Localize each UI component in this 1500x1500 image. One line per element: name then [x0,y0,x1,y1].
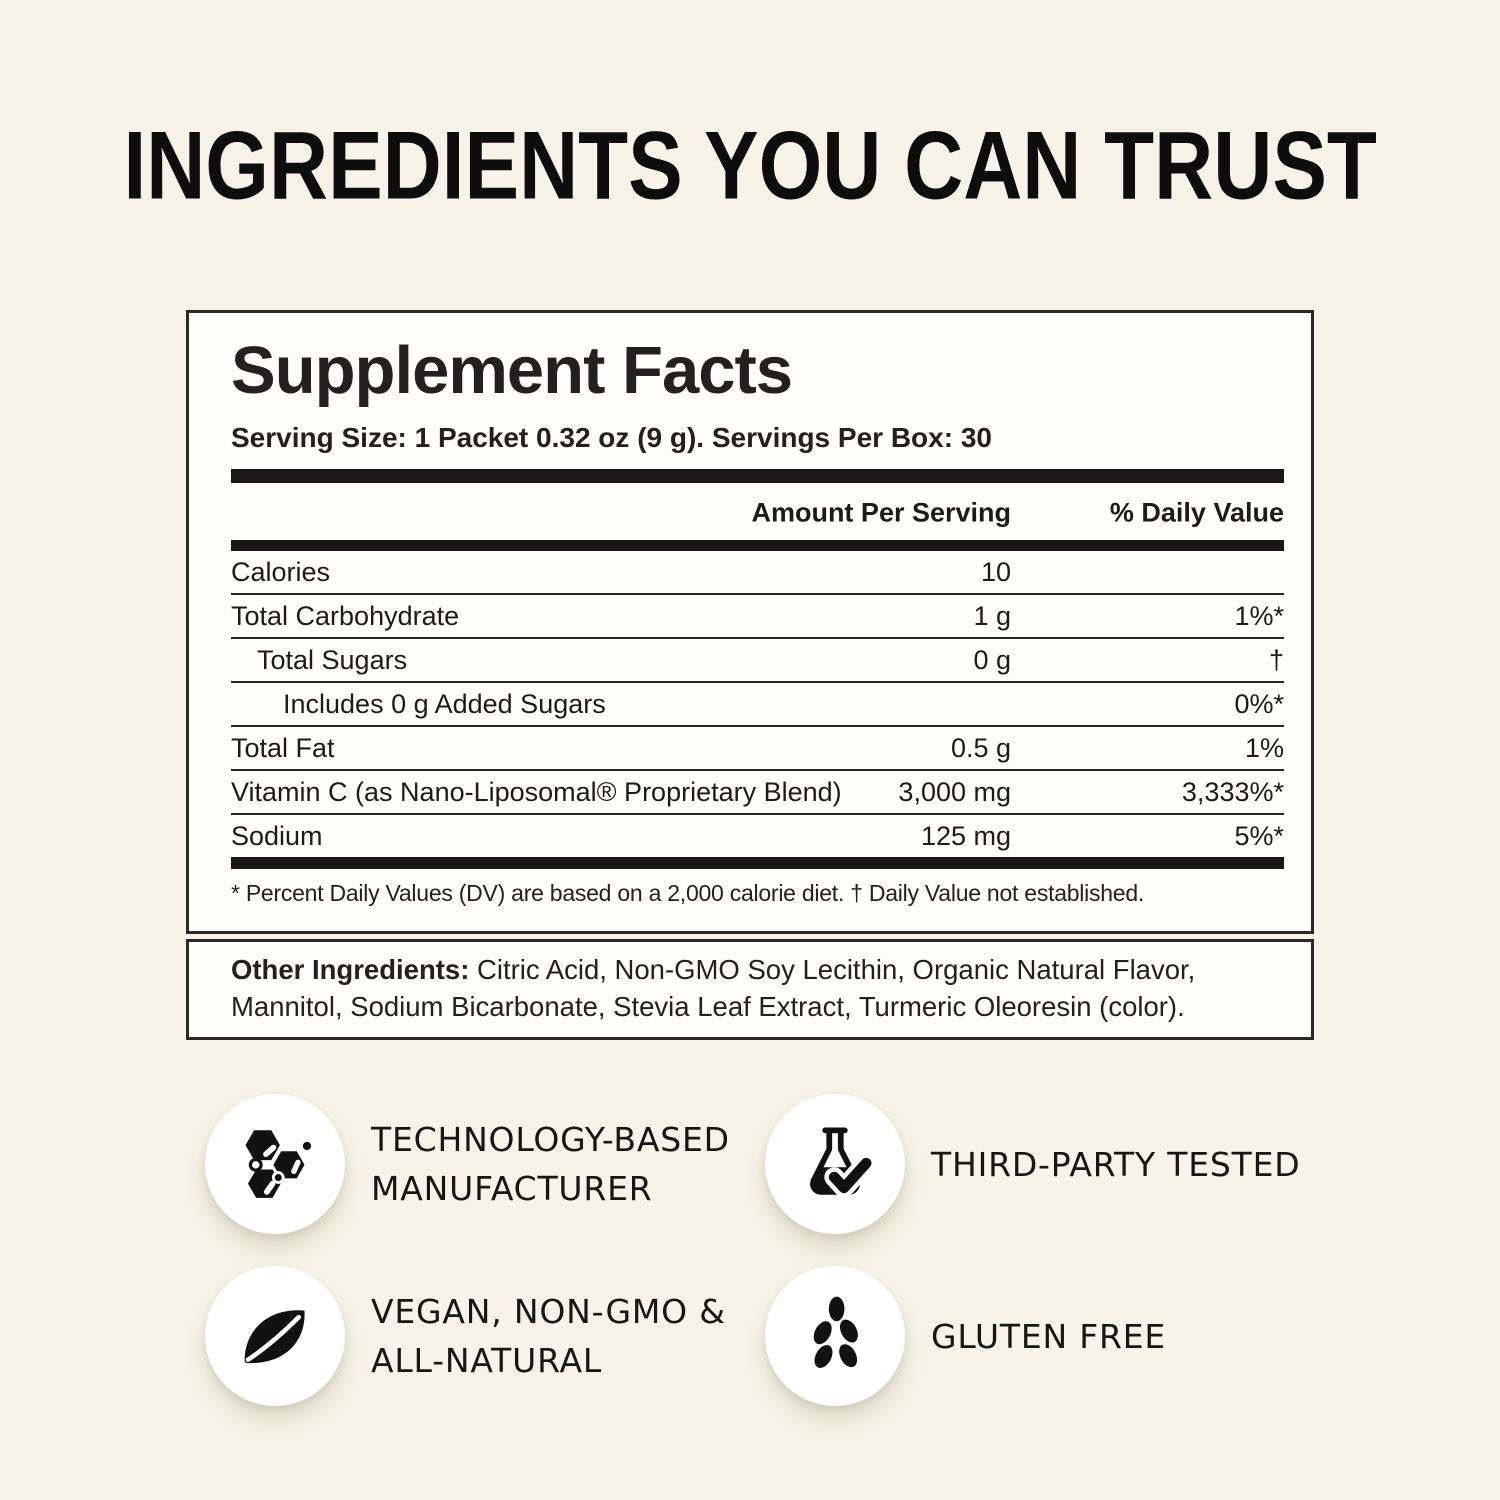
supplement-facts-panel: Supplement Facts Serving Size: 1 Packet … [186,310,1314,1041]
nutrient-daily-value: 0%* [1234,689,1284,720]
badge-label: TECHNOLOGY-BASED MANUFACTURER [371,1115,730,1213]
nutrient-amount: 125 mg [920,821,1011,852]
nutrient-name: Total Sugars [257,645,408,676]
badge-circle [765,1266,905,1406]
nutrient-name: Total Carbohydrate [231,601,460,632]
nutrient-name: Calories [231,557,331,588]
leaf-icon [234,1295,316,1377]
nutrient-daily-value: † [1268,645,1284,676]
badge-circle [765,1094,905,1234]
badge-vegan-non-gmo-all-natural: VEGAN, NON-GMO & ALL-NATURAL [205,1265,765,1407]
table-row-total-sugars: Total Sugars 0 g † [231,639,1284,684]
wheat-icon [794,1295,876,1377]
table-row-total-fat: Total Fat 0.5 g 1% [231,727,1284,772]
daily-value-footnote: * Percent Daily Values (DV) are based on… [231,880,1145,907]
badge-label-line: GLUTEN FREE [931,1316,1167,1356]
daily-value-header: % Daily Value [1109,497,1284,528]
page-title: INGREDIENTS YOU CAN TRUST [0,110,1500,220]
table-header-row: Amount Per Serving % Daily Value [231,486,1284,540]
badge-label: THIRD-PARTY TESTED [931,1140,1300,1189]
page-title-text: INGREDIENTS YOU CAN TRUST [123,110,1377,220]
thick-divider-top [231,469,1284,484]
badge-label: VEGAN, NON-GMO & ALL-NATURAL [371,1287,726,1385]
nutrient-name: Includes 0 g Added Sugars [283,689,606,720]
nutrient-amount: 0 g [973,645,1011,676]
nutrient-name: Vitamin C (as Nano-Liposomal® Proprietar… [231,777,842,808]
table-row-added-sugars: Includes 0 g Added Sugars 0%* [231,683,1284,728]
nutrient-daily-value: 1% [1244,733,1284,764]
other-ingredients-box: Other Ingredients: Citric Acid, Non-GMO … [186,939,1314,1041]
nutrient-amount: 10 [980,557,1011,588]
thick-divider-header [231,540,1284,552]
badge-circle [205,1094,345,1234]
table-row-sodium: Sodium 125 mg 5%* [231,815,1284,857]
nutrient-amount: 1 g [973,601,1011,632]
badge-circle [205,1266,345,1406]
badge-technology-based-manufacturer: TECHNOLOGY-BASED MANUFACTURER [205,1093,765,1235]
nutrient-daily-value: 5%* [1234,821,1284,852]
molecule-icon [234,1123,316,1205]
badge-label-line: THIRD-PARTY TESTED [931,1144,1301,1184]
nutrient-amount: 0.5 g [950,733,1011,764]
badge-third-party-tested: THIRD-PARTY TESTED [765,1093,1345,1235]
badge-label-line: ALL-NATURAL [371,1341,603,1380]
table-row-vitamin-c: Vitamin C (as Nano-Liposomal® Proprietar… [231,771,1284,816]
table-row-total-carbohydrate: Total Carbohydrate 1 g 1%* [231,595,1284,640]
facts-box: Supplement Facts Serving Size: 1 Packet … [186,310,1314,935]
nutrient-daily-value: 3,333%* [1181,777,1284,808]
badge-label: GLUTEN FREE [931,1312,1166,1361]
nutrient-daily-value: 1%* [1234,601,1284,632]
feature-badges: TECHNOLOGY-BASED MANUFACTURER [205,1093,1345,1407]
table-row-calories: Calories 10 [231,551,1284,596]
other-ingredients-text: Citric Acid, Non-GMO Soy Lecithin, Organ… [231,954,1196,1022]
amount-per-serving-header: Amount Per Serving [751,497,1011,528]
flask-check-icon [794,1123,876,1205]
badge-gluten-free: GLUTEN FREE [765,1265,1345,1407]
nutrient-amount: 3,000 mg [898,777,1011,808]
badge-label-line: VEGAN, NON-GMO & [371,1292,726,1331]
nutrient-name: Sodium [231,821,323,852]
thick-divider-bottom [231,857,1284,870]
badge-label-line: TECHNOLOGY-BASED [371,1120,730,1159]
nutrient-name: Total Fat [231,733,335,764]
facts-title: Supplement Facts [231,333,793,408]
badge-label-line: MANUFACTURER [371,1169,653,1208]
other-ingredients-label: Other Ingredients: [231,954,470,986]
serving-size-line: Serving Size: 1 Packet 0.32 oz (9 g). Se… [231,422,992,454]
